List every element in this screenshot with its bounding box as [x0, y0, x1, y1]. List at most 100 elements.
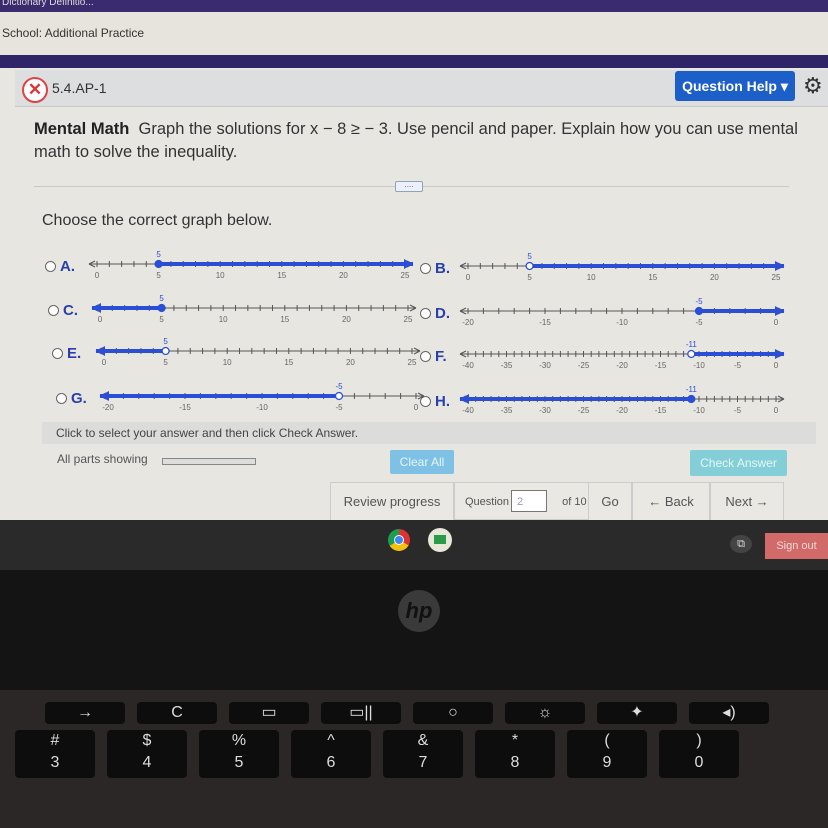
tick-label: -35: [501, 361, 513, 370]
tick-label: -25: [578, 361, 590, 370]
sign-out-button[interactable]: Sign out: [765, 533, 828, 559]
keyboard-key[interactable]: C: [137, 702, 217, 724]
expand-button[interactable]: ....: [395, 181, 423, 192]
keyboard-key[interactable]: ^ 6: [291, 730, 371, 778]
question-id: 5.4.AP-1: [52, 80, 107, 96]
tick-label: 20: [346, 358, 355, 367]
prompt: Choose the correct graph below.: [42, 212, 273, 229]
option-f[interactable]: F.: [420, 348, 447, 365]
number-line: -40 -35 -30 -25 -20 -15 -10 -5 0 -11: [459, 385, 785, 415]
tick-label: 5: [159, 315, 164, 324]
tick-label: 10: [223, 358, 232, 367]
question-bold-label: Mental Math: [34, 120, 130, 138]
keyboard-key[interactable]: ◂): [689, 702, 769, 724]
option-b[interactable]: B.: [420, 260, 450, 277]
radio-button[interactable]: [52, 348, 63, 359]
keyboard-key[interactable]: $ 4: [107, 730, 187, 778]
right-arrow-icon: [413, 347, 421, 355]
radio-button[interactable]: [420, 396, 431, 407]
question-number-input[interactable]: 2: [511, 490, 547, 512]
radio-button[interactable]: [420, 308, 431, 319]
tick-label: 25: [772, 273, 781, 282]
overview-icon[interactable]: ⧉: [730, 535, 752, 553]
question-panel: [0, 68, 828, 520]
keyboard-key[interactable]: & 7: [383, 730, 463, 778]
tick-label: 15: [280, 315, 289, 324]
review-progress-button[interactable]: Review progress: [330, 482, 454, 522]
tick-label: -5: [695, 318, 703, 327]
keyboard: → C ▭ ▭|| ○ ☼ ✦ ◂) # 3 $ 4% 5 ^ 6 & 7 * 8( 9) 0: [0, 690, 828, 828]
gear-icon[interactable]: ⚙: [803, 73, 823, 98]
point-label: 5: [527, 252, 532, 261]
option-label: A.: [60, 258, 75, 275]
tick-label: 20: [342, 315, 351, 324]
tick-label: 10: [216, 271, 225, 280]
question-help-label: Question Help: [682, 78, 777, 94]
tick-label: -40: [462, 406, 474, 415]
left-arrow-icon: [459, 262, 467, 270]
left-arrow-icon: [459, 307, 467, 315]
tick-label: -5: [734, 406, 742, 415]
point-label: -11: [686, 340, 698, 349]
ray-arrowhead: [404, 259, 413, 269]
parts-label: All parts showing: [57, 452, 148, 466]
option-d[interactable]: D.: [420, 305, 450, 322]
header-band: [0, 55, 828, 68]
radio-button[interactable]: [45, 261, 56, 272]
tick-label: 0: [414, 403, 419, 412]
clear-all-button[interactable]: Clear All: [390, 450, 454, 474]
tick-label: -10: [256, 403, 268, 412]
option-a[interactable]: A.: [45, 258, 75, 275]
keyboard-key[interactable]: ✦: [597, 702, 677, 724]
tick-label: 0: [98, 315, 103, 324]
ray-arrowhead: [460, 394, 469, 404]
keyboard-key[interactable]: * 8: [475, 730, 555, 778]
number-line: 0 5 10 15 20 25 5: [95, 337, 421, 367]
chrome-icon[interactable]: [388, 529, 410, 551]
tick-label: -10: [616, 318, 628, 327]
browser-tab[interactable]: Dictionary Definitio...: [0, 0, 828, 12]
point-label: -5: [335, 382, 343, 391]
back-button[interactable]: ← Back: [632, 482, 710, 522]
number-line: -20 -15 -10 -5 0 -5: [99, 382, 425, 412]
closed-point: [154, 259, 163, 269]
tick-label: 15: [648, 273, 657, 282]
next-button[interactable]: Next →: [710, 482, 784, 522]
tick-label: -5: [734, 361, 742, 370]
option-g[interactable]: G.: [56, 390, 87, 407]
question-help-button[interactable]: Question Help ▾: [675, 71, 795, 101]
number-line: -40 -35 -30 -25 -20 -15 -10 -5 0 -11: [459, 340, 785, 370]
tick-label: 20: [710, 273, 719, 282]
keyboard-key[interactable]: % 5: [199, 730, 279, 778]
option-c[interactable]: C.: [48, 302, 78, 319]
keyboard-key[interactable]: ( 9: [567, 730, 647, 778]
keyboard-key[interactable]: ○: [413, 702, 493, 724]
parts-progress-bar: [162, 458, 256, 465]
radio-button[interactable]: [420, 351, 431, 362]
radio-button[interactable]: [420, 263, 431, 274]
radio-button[interactable]: [48, 305, 59, 316]
keyboard-key[interactable]: ▭||: [321, 702, 401, 724]
keyboard-key[interactable]: →: [45, 702, 125, 724]
option-e[interactable]: E.: [52, 345, 81, 362]
keyboard-key[interactable]: ▭: [229, 702, 309, 724]
point-label: -11: [686, 385, 698, 394]
closed-point: [694, 306, 704, 316]
open-point: [334, 391, 344, 401]
point-label: -5: [695, 297, 703, 306]
keyboard-key[interactable]: # 3: [15, 730, 95, 778]
tick-label: 15: [277, 271, 286, 280]
option-label: C.: [63, 302, 78, 319]
check-answer-button[interactable]: Check Answer: [690, 450, 787, 476]
keyboard-key[interactable]: ) 0: [659, 730, 739, 778]
tick-label: -10: [693, 361, 705, 370]
tick-label: 5: [163, 358, 168, 367]
classroom-icon[interactable]: [428, 528, 452, 552]
point-label: 5: [163, 337, 168, 346]
keyboard-key[interactable]: ☼: [505, 702, 585, 724]
tick-label: 0: [95, 271, 100, 280]
option-h[interactable]: H.: [420, 393, 450, 410]
go-button[interactable]: Go: [588, 482, 632, 522]
number-line: -20 -15 -10 -5 0 -5: [459, 297, 785, 327]
radio-button[interactable]: [56, 393, 67, 404]
